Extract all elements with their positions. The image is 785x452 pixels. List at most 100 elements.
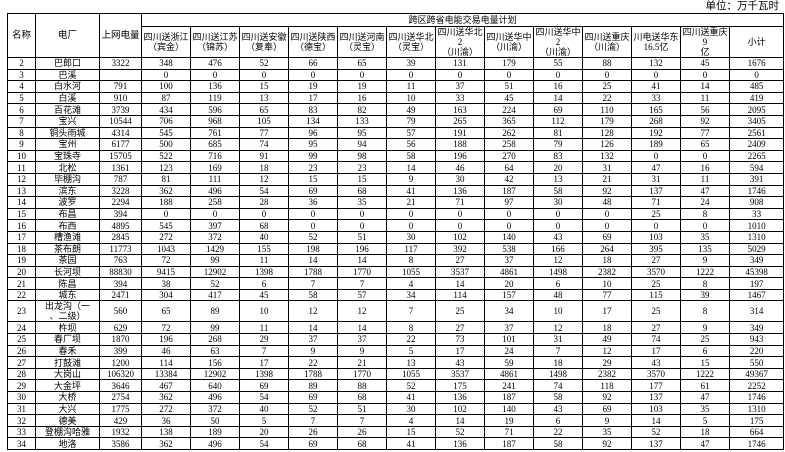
value-cell: 8 [386,321,436,335]
table-row: 15 布昌 394 0 0 0 0 0 0 0 0 0 0 25 8 33 [7,207,785,221]
plant-name-cell: 茶布朗 [35,242,100,256]
value-cell: 132 [582,149,632,163]
value-cell: 41 [386,184,436,198]
value-cell: 91 [239,149,289,163]
value-cell: 71 [484,425,534,439]
value-cell: 7 [337,277,387,290]
table-row: 18 茶布朗 11773 1043 1429 155 198 196 117 392 538 166 2… [7,242,785,256]
value-cell: 21 [386,196,436,209]
plant-name-cell: 宝珠寺 [35,149,100,163]
plant-name-cell: 铜头雨城 [35,126,100,140]
plant-name-cell: 巴溪 [35,68,100,82]
row-id-cell: 23 [7,300,36,323]
value-cell: 23 [288,161,338,174]
grid-energy-cell: 3322 [99,57,142,70]
value-cell: 0 [533,207,583,221]
value-cell: 126 [582,138,632,151]
value-cell: 15 [337,172,387,186]
value-cell: 56 [386,138,436,151]
value-cell: 92 [582,184,632,198]
table-row: 28 大岗山 106320 13384 12902 1398 1788 1770 1055 353… [7,367,785,381]
table-row: 22 城东 2471 304 417 45 58 57 34 114 157 48 77 115 39 146… [7,288,785,302]
value-cell: 191 [435,126,485,140]
value-cell: 114 [141,356,191,369]
col-header-grid-energy: 上网电量 [99,13,142,58]
value-cell: 24 [484,344,534,358]
value-cell: 3570 [631,367,681,381]
value-cell: 15 [680,356,730,369]
value-cell: 103 [631,230,681,244]
value-cell: 13 [533,172,583,186]
value-cell: 4 [386,414,436,427]
value-cell: 14 [288,254,338,267]
value-cell: 45 [239,288,289,302]
value-cell: 262 [484,126,534,140]
value-cell: 7 [386,300,436,323]
value-cell: 943 [728,333,785,346]
value-cell: 268 [631,114,681,128]
value-cell: 0 [337,207,387,221]
plant-name-cell: 滨东 [35,184,100,198]
grid-energy-cell: 3739 [99,103,142,116]
row-id-cell: 28 [7,367,36,381]
row-id-cell: 34 [7,437,36,450]
value-cell: 19 [484,414,534,427]
value-cell: 1770 [337,265,387,279]
value-cell: 43 [631,356,681,369]
value-cell: 25 [631,300,681,323]
row-id-cell: 2 [7,57,36,70]
value-cell: 272 [141,402,191,416]
value-cell: 18 [582,254,632,267]
row-id-cell: 25 [7,333,36,346]
value-cell: 0 [582,68,632,82]
value-cell: 0 [484,68,534,82]
row-id-cell: 18 [7,242,36,256]
value-cell: 0 [288,207,338,221]
value-cell: 9 [337,344,387,358]
value-cell: 25 [435,300,485,323]
value-cell: 538 [484,242,534,256]
row-id-cell: 21 [7,277,36,290]
value-cell: 187 [484,391,534,404]
value-cell: 88 [582,57,632,70]
value-cell: 69 [582,402,632,416]
value-cell: 272 [141,230,191,244]
value-cell: 39 [386,57,436,70]
value-cell: 22 [386,333,436,346]
value-cell: 1398 [239,367,289,381]
value-cell: 365 [484,114,534,128]
value-cell: 0 [435,219,485,232]
plant-name-cell: 布昌 [35,207,100,221]
value-cell: 196 [337,242,387,256]
value-cell: 2409 [728,138,785,151]
plant-name-cell: 春禾 [35,344,100,358]
value-cell: 0 [141,207,191,221]
col-header-trade-8: 四川送华中2 （川渝） [533,26,583,58]
value-cell: 198 [288,242,338,256]
row-id-cell: 9 [7,138,36,151]
plant-name-cell: 城东 [35,288,100,302]
value-cell: 49 [582,333,632,346]
value-cell: 596 [190,103,240,116]
value-cell: 133 [337,114,387,128]
value-cell: 38 [141,277,191,290]
value-cell: 30 [435,172,485,186]
plant-name-cell: 布西 [35,219,100,232]
value-cell: 87 [141,91,191,105]
value-cell: 0 [386,219,436,232]
grid-energy-cell: 2294 [99,196,142,209]
value-cell: 27 [631,321,681,335]
value-cell: 31 [631,172,681,186]
value-cell: 25 [680,333,730,346]
value-cell: 594 [728,161,785,174]
value-cell: 118 [582,379,632,393]
value-cell: 5 [680,414,730,427]
value-cell: 545 [141,126,191,140]
value-cell: 52 [288,230,338,244]
value-cell: 17 [582,300,632,323]
value-cell: 550 [728,356,785,369]
value-cell: 24 [680,196,730,209]
value-cell: 0 [337,68,387,82]
value-cell: 31 [533,333,583,346]
table-row: 4 白水河 791 100 136 15 19 19 11 37 51 16 25 41 14 485 [7,80,785,93]
